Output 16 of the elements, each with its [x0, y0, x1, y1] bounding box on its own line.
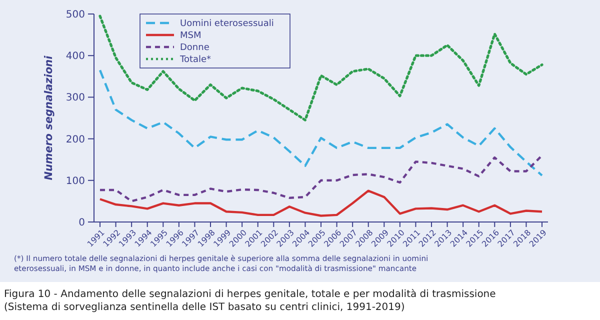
- y-tick-label: 200: [66, 134, 85, 146]
- y-tick-label: 300: [66, 92, 85, 104]
- legend-label: Totale*: [179, 55, 212, 66]
- legend-label: Uomini eterosessuali: [180, 19, 274, 30]
- line-series: [98, 154, 544, 202]
- y-axis-title: Numero segnalazioni: [43, 55, 55, 180]
- text: Figura 10 - Andamento delle segnalazioni di herpes genitale, totale e per modalità di trasmissione (Sistema di sorveglianza sentinella delle IST basato su centri clinici, 1991-2019): [4, 289, 496, 313]
- line-series: [98, 190, 544, 217]
- line-series: [98, 69, 544, 177]
- legend-label: Donne: [180, 43, 210, 54]
- legend-label: MSM: [180, 31, 202, 42]
- y-tick-label: 400: [66, 51, 85, 62]
- y-tick-label: 500: [66, 10, 85, 20]
- line-series: [98, 14, 544, 122]
- y-tick-label: 100: [66, 176, 85, 187]
- y-tick-label: 0: [78, 218, 85, 228]
